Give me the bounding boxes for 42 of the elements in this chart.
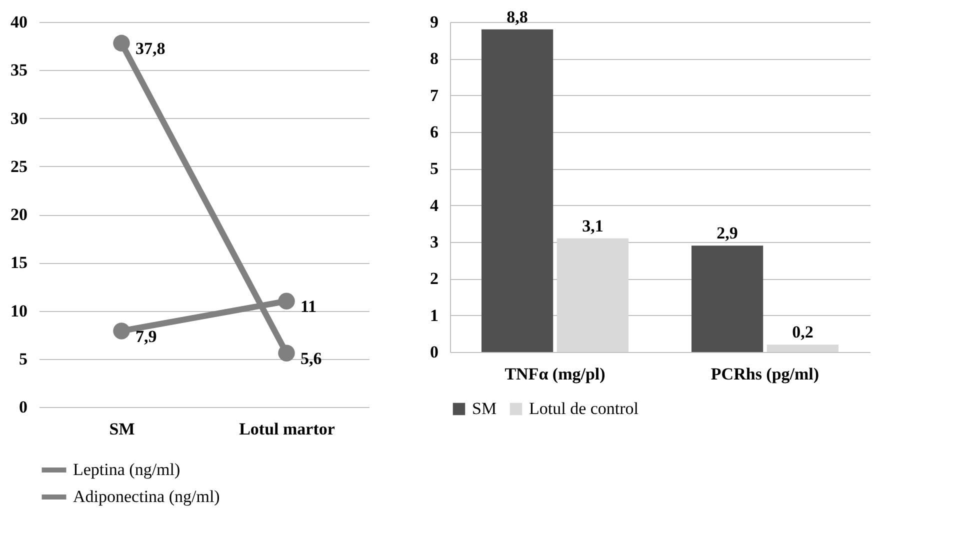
- y-tick-label: 6: [430, 122, 438, 142]
- bar: [556, 238, 628, 352]
- y-tick-label: 3: [430, 232, 438, 252]
- y-tick-label: 5: [430, 159, 438, 178]
- x-tick-label: PCRhs (pg/ml): [710, 364, 820, 384]
- bar: [766, 344, 838, 352]
- bar: [692, 246, 764, 352]
- data-label: 3,1: [582, 216, 604, 236]
- y-tick-label: 7: [430, 86, 439, 105]
- y-tick-label: 25: [10, 156, 28, 176]
- y-tick-label: 10: [10, 301, 28, 320]
- data-label: 11: [300, 297, 317, 316]
- y-tick-label: 9: [430, 12, 438, 32]
- legend-label: Lotul de control: [529, 399, 639, 418]
- x-tick-label: Lotul martor: [239, 420, 336, 438]
- data-label: 0,2: [792, 322, 814, 342]
- legend-label: Adiponectina (ng/ml): [73, 487, 220, 506]
- y-tick-label: 15: [10, 253, 28, 272]
- point: [278, 292, 295, 310]
- y-tick-label: 0: [19, 398, 28, 416]
- y-tick-label: 2: [430, 269, 438, 288]
- legend-label: SM: [472, 399, 497, 418]
- bar: [482, 29, 554, 352]
- point: [113, 322, 130, 340]
- y-tick-label: 20: [10, 205, 28, 224]
- y-tick-label: 35: [10, 60, 28, 80]
- data-label: 2,9: [716, 224, 738, 243]
- y-tick-label: 40: [10, 12, 28, 32]
- y-tick-label: 4: [430, 196, 439, 215]
- y-tick-label: 0: [430, 342, 438, 362]
- data-label: 8,8: [506, 7, 528, 26]
- data-label: 5,6: [300, 349, 322, 368]
- x-tick-label: TNFα (mg/pl): [504, 364, 606, 384]
- point: [278, 344, 295, 362]
- y-tick-label: 8: [430, 49, 438, 68]
- y-tick-label: 1: [430, 306, 438, 325]
- y-tick-label: 30: [10, 108, 28, 128]
- y-tick-label: 5: [19, 349, 28, 368]
- data-label: 37,8: [136, 39, 166, 58]
- legend-label: Leptina (ng/ml): [73, 460, 180, 479]
- point: [113, 34, 130, 52]
- data-label: 7,9: [136, 326, 157, 346]
